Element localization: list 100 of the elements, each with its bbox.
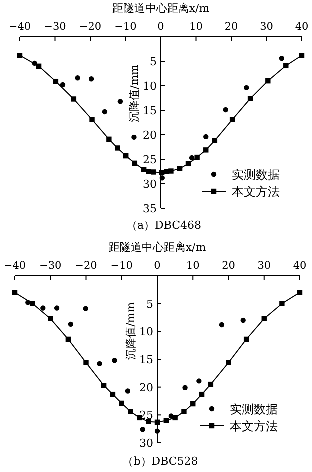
- y-tick-label: 15: [143, 104, 157, 118]
- point: [280, 301, 285, 306]
- y-tick-label: 10: [143, 80, 157, 93]
- x-axis-title: 距隧道中心距离x/m: [112, 2, 210, 15]
- point: [279, 56, 285, 62]
- point: [141, 167, 147, 172]
- text: （a）DBC468: [126, 219, 202, 232]
- point: [297, 290, 303, 296]
- point: [266, 78, 271, 84]
- point: [199, 392, 205, 398]
- point: [101, 383, 107, 388]
- x-tick-label: 30: [260, 21, 274, 33]
- point: [17, 53, 23, 58]
- y-axis-title: 沉降值/mm: [128, 64, 141, 122]
- point: [68, 322, 74, 328]
- legend-label: 实测数据: [232, 168, 280, 182]
- x-tick-label: 20: [222, 260, 236, 272]
- y-axis-title: 沉降值/mm: [124, 302, 138, 360]
- point: [168, 168, 174, 174]
- point: [182, 385, 188, 390]
- point: [230, 117, 236, 122]
- y-tick-label: 30: [143, 178, 157, 191]
- x-tick-label: 0: [154, 260, 161, 272]
- point: [54, 306, 60, 311]
- point: [194, 154, 200, 160]
- point: [219, 322, 225, 328]
- x-tick-label: −20: [79, 21, 102, 33]
- point: [106, 136, 112, 142]
- point: [150, 170, 156, 175]
- x-tick-label: −30: [40, 260, 62, 272]
- point: [154, 420, 160, 426]
- point: [128, 409, 134, 414]
- y-tick-label: 5: [146, 298, 154, 311]
- point: [83, 306, 88, 312]
- point: [154, 428, 160, 434]
- point: [262, 316, 267, 322]
- point: [177, 166, 183, 172]
- point: [124, 153, 129, 159]
- point: [146, 169, 152, 174]
- point: [115, 146, 120, 151]
- y-tick-label: 20: [143, 129, 157, 142]
- point: [248, 96, 254, 102]
- y-tick-label: 30: [140, 437, 154, 450]
- point: [160, 176, 166, 181]
- x-tick-label: −20: [75, 260, 98, 272]
- x-tick-label: −40: [8, 21, 32, 33]
- legend-label: 实测数据: [230, 402, 278, 416]
- point: [40, 306, 46, 311]
- point: [284, 63, 289, 69]
- point: [88, 76, 94, 82]
- point: [223, 107, 228, 113]
- x-tick-label: 40: [293, 260, 307, 272]
- x-tick-label: 10: [190, 21, 203, 33]
- y-tick-label: 35: [143, 202, 157, 216]
- text: （b）DBC528: [122, 455, 198, 468]
- point: [66, 336, 72, 342]
- point: [12, 290, 18, 296]
- point: [182, 409, 187, 414]
- point: [146, 419, 152, 424]
- point: [110, 392, 116, 398]
- point: [102, 109, 108, 115]
- point: [132, 134, 137, 140]
- x-tick-label: −10: [114, 21, 137, 33]
- point: [97, 361, 102, 367]
- x-tick-label: −30: [44, 21, 66, 33]
- point: [172, 415, 178, 421]
- x-tick-label: 0: [158, 21, 164, 33]
- point: [208, 382, 214, 388]
- point: [196, 378, 202, 384]
- point: [119, 400, 124, 406]
- point: [53, 78, 59, 84]
- point: [164, 418, 170, 424]
- point: [189, 155, 195, 161]
- x-tick-label: 10: [186, 260, 200, 272]
- point: [112, 358, 118, 364]
- x-tick-label: 20: [224, 21, 238, 33]
- x-tick-label: 40: [295, 21, 309, 33]
- point: [48, 316, 54, 322]
- point: [132, 160, 138, 166]
- x-tick-label: −10: [110, 260, 133, 272]
- point: [36, 64, 42, 69]
- point: [125, 388, 131, 394]
- point: [71, 96, 77, 102]
- point: [90, 117, 95, 122]
- y-tick-label: 25: [143, 154, 157, 166]
- legend-label: 本文方法: [230, 420, 278, 434]
- point: [244, 336, 250, 342]
- point: [204, 148, 209, 153]
- point: [159, 170, 165, 176]
- legend-label: 本文方法: [232, 185, 280, 199]
- y-tick-label: 15: [140, 354, 154, 366]
- point: [244, 85, 250, 91]
- point: [186, 161, 192, 167]
- y-tick-label: 5: [150, 56, 157, 68]
- point: [118, 99, 124, 104]
- point: [204, 134, 209, 140]
- x-tick-label: 30: [258, 260, 272, 272]
- x-tick-label: −40: [4, 260, 26, 272]
- point: [212, 138, 218, 144]
- point: [299, 53, 305, 58]
